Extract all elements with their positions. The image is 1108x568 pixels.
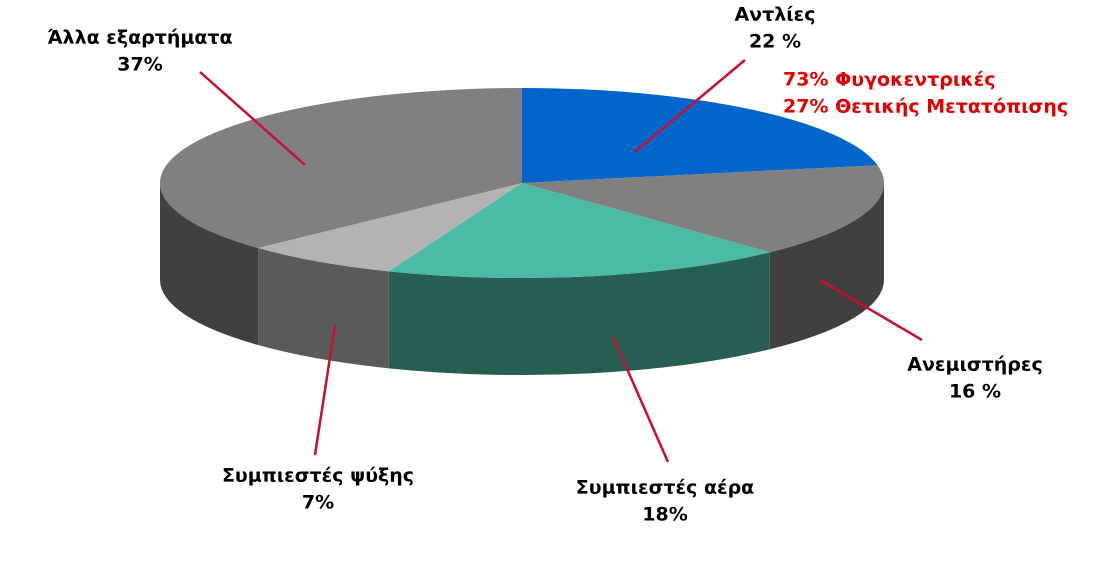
pie-slice — [388, 183, 770, 279]
value-label: 7% — [302, 492, 334, 514]
pie-side — [769, 183, 884, 350]
value-label: 16 % — [949, 381, 1001, 403]
annotation: 27% Θετικής Μετατόπισης — [783, 96, 1068, 118]
category-label: Ανεμιστήρες — [907, 354, 1043, 376]
pie-slice — [258, 183, 522, 272]
pie-sides — [160, 183, 884, 376]
value-label: 37% — [117, 54, 162, 76]
pie-side — [388, 252, 770, 376]
leader-line — [611, 336, 670, 463]
pie-tops — [159, 88, 885, 279]
pie-slice — [522, 165, 885, 253]
pie-side — [258, 248, 389, 369]
pie-slice — [159, 88, 522, 249]
category-label: Συμπιεστές αέρα — [576, 477, 754, 499]
category-label: Αντλίες — [734, 4, 815, 26]
leader-line — [634, 59, 746, 153]
value-label: 22 % — [749, 31, 801, 53]
leader-line — [199, 71, 306, 166]
annotation: 73% Φυγοκεντρικές — [783, 69, 996, 91]
leader-line — [819, 278, 923, 342]
value-label: 18% — [642, 504, 687, 526]
category-label: Συμπιεστές ψύξης — [222, 465, 414, 487]
category-label: Άλλα εξαρτήματα — [47, 27, 232, 49]
pie-slice — [522, 88, 878, 183]
labels: Αντλίες 22 % Ανεμιστήρες 16 % Συμπιεστές αέρ… — [47, 4, 1042, 526]
pie-side — [160, 183, 259, 346]
leader-line — [313, 324, 337, 456]
